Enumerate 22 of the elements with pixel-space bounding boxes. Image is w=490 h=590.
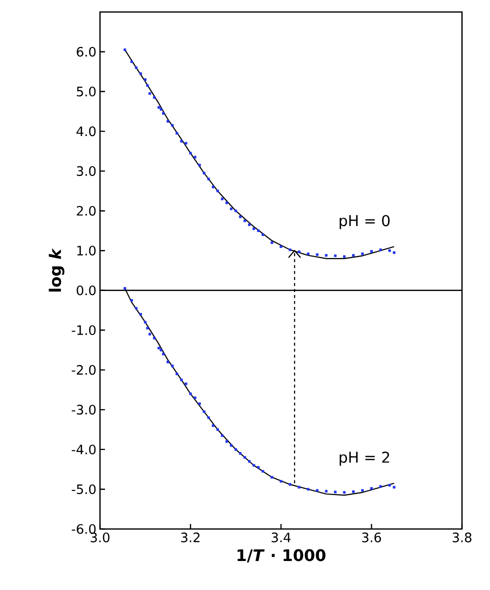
y-tick-label: 0.0	[76, 285, 96, 296]
y-tick-label: 1.0	[77, 246, 96, 256]
y-tick-label: -4.0	[72, 444, 96, 454]
x-tick-label: 3.8	[452, 532, 472, 542]
y-tick-label: -5.0	[72, 484, 96, 494]
x-tick-label: 3.0	[90, 532, 110, 542]
y-tick-label: -1.0	[72, 325, 96, 336]
y-tick-label: 2.0	[76, 206, 96, 216]
y-tick-label: -2.0	[72, 365, 96, 375]
x-axis-title: 1/T · 1000	[238, 549, 326, 562]
y-tick-label: 6.0	[76, 46, 96, 57]
series-label: pH = 0	[340, 214, 390, 230]
y-tick-label: 5.0	[76, 86, 96, 96]
y-axis-title: log k	[48, 248, 64, 292]
x-tick-label: 3.2	[181, 532, 200, 542]
y-tick-label: -6.0	[72, 524, 96, 534]
y-tick-label: -3.0	[72, 404, 96, 415]
series-label: pH = 2	[340, 452, 390, 466]
x-tick-label: 3.6	[362, 532, 381, 542]
y-tick-label: 3.0	[76, 166, 96, 176]
x-tick-label: 3.4	[272, 532, 291, 542]
y-tick-label: 4.0	[76, 126, 96, 136]
